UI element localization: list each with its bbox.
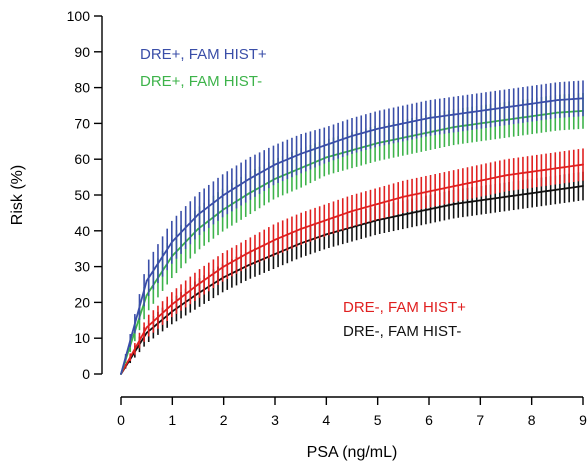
data-point bbox=[145, 326, 148, 329]
x-tick-label: 7 bbox=[476, 412, 484, 428]
data-point bbox=[248, 177, 251, 180]
data-point bbox=[222, 194, 225, 196]
data-point bbox=[325, 233, 328, 236]
data-point bbox=[530, 170, 533, 173]
data-point bbox=[479, 179, 482, 182]
x-tick-label: 5 bbox=[374, 412, 382, 428]
data-point bbox=[248, 251, 251, 254]
data-point bbox=[274, 177, 276, 180]
data-point bbox=[402, 122, 405, 125]
data-point bbox=[120, 373, 122, 375]
x-tick-label: 3 bbox=[271, 412, 279, 428]
label-dre-pos-fam-pos: DRE+, FAM HIST+ bbox=[140, 46, 267, 63]
data-point bbox=[274, 253, 276, 255]
y-tick-label: 30 bbox=[74, 259, 90, 275]
x-tick-label: 2 bbox=[220, 412, 228, 428]
data-point bbox=[197, 228, 199, 230]
data-point bbox=[222, 265, 225, 268]
data-point bbox=[505, 195, 507, 198]
y-tick-label: 40 bbox=[74, 223, 90, 239]
y-tick-label: 50 bbox=[74, 187, 90, 203]
data-point bbox=[402, 213, 405, 216]
data-point bbox=[171, 240, 174, 243]
series-0 bbox=[120, 80, 584, 375]
y-tick-label: 20 bbox=[74, 294, 90, 310]
data-point bbox=[145, 294, 148, 297]
y-tick-label: 80 bbox=[74, 80, 90, 96]
data-point bbox=[325, 219, 328, 221]
data-point bbox=[453, 203, 456, 205]
data-point bbox=[325, 143, 328, 146]
data-point bbox=[299, 152, 302, 155]
series-layer bbox=[120, 80, 584, 375]
data-point bbox=[376, 142, 379, 144]
data-point bbox=[197, 283, 199, 286]
data-point bbox=[428, 131, 430, 134]
data-point bbox=[582, 163, 584, 166]
x-tick-label: 9 bbox=[579, 412, 587, 428]
label-dre-neg-fam-neg: DRE-, FAM HIST- bbox=[343, 323, 461, 340]
label-dre-neg-fam-pos: DRE-, FAM HIST+ bbox=[343, 299, 466, 316]
data-point bbox=[428, 190, 430, 193]
label-dre-pos-fam-neg: DRE+, FAM HIST- bbox=[140, 73, 262, 90]
data-point bbox=[428, 208, 430, 211]
data-point bbox=[505, 118, 507, 121]
data-point bbox=[197, 213, 199, 216]
data-point bbox=[556, 188, 559, 191]
data-point bbox=[197, 292, 199, 295]
series-2 bbox=[120, 148, 584, 375]
y-tick-label: 0 bbox=[82, 366, 90, 382]
y-tick-label: 100 bbox=[67, 8, 91, 24]
data-point bbox=[351, 135, 353, 137]
data-point bbox=[530, 192, 533, 195]
data-point bbox=[145, 331, 148, 334]
data-point bbox=[145, 280, 148, 282]
x-tick-label: 1 bbox=[168, 412, 176, 428]
data-point bbox=[479, 199, 482, 202]
data-point bbox=[505, 174, 507, 177]
data-point bbox=[274, 238, 276, 241]
y-axis-title: Risk (%) bbox=[9, 165, 26, 225]
y-tick-label: 90 bbox=[74, 44, 90, 60]
data-point bbox=[453, 185, 456, 187]
x-tick-label: 6 bbox=[425, 412, 433, 428]
data-point bbox=[453, 113, 456, 116]
y-axis: 0 10 20 30 40 50 60 70 80 90 100 bbox=[67, 8, 103, 382]
data-point bbox=[171, 303, 174, 306]
x-tick-label: 4 bbox=[322, 412, 330, 428]
data-point bbox=[299, 228, 302, 230]
x-axis-title: PSA (ng/mL) bbox=[307, 444, 398, 461]
y-tick-label: 60 bbox=[74, 151, 90, 167]
data-point bbox=[582, 185, 584, 187]
data-point bbox=[351, 210, 353, 213]
data-point bbox=[479, 109, 482, 112]
data-point bbox=[274, 163, 276, 166]
data-point bbox=[582, 97, 584, 100]
y-tick-label: 10 bbox=[74, 330, 90, 346]
data-point bbox=[376, 127, 379, 130]
data-point bbox=[556, 167, 559, 170]
data-point bbox=[530, 102, 533, 105]
data-point bbox=[325, 156, 328, 159]
x-axis: 0 1 2 3 4 5 6 7 8 9 bbox=[117, 396, 587, 428]
x-tick-label: 0 bbox=[117, 412, 125, 428]
data-point bbox=[556, 111, 559, 114]
data-point bbox=[556, 99, 559, 102]
data-point bbox=[402, 195, 405, 198]
data-point bbox=[505, 106, 507, 109]
data-point bbox=[376, 219, 379, 221]
data-point bbox=[376, 203, 379, 205]
x-tick-label: 8 bbox=[528, 412, 536, 428]
data-point bbox=[428, 117, 430, 119]
y-tick-label: 70 bbox=[74, 115, 90, 131]
